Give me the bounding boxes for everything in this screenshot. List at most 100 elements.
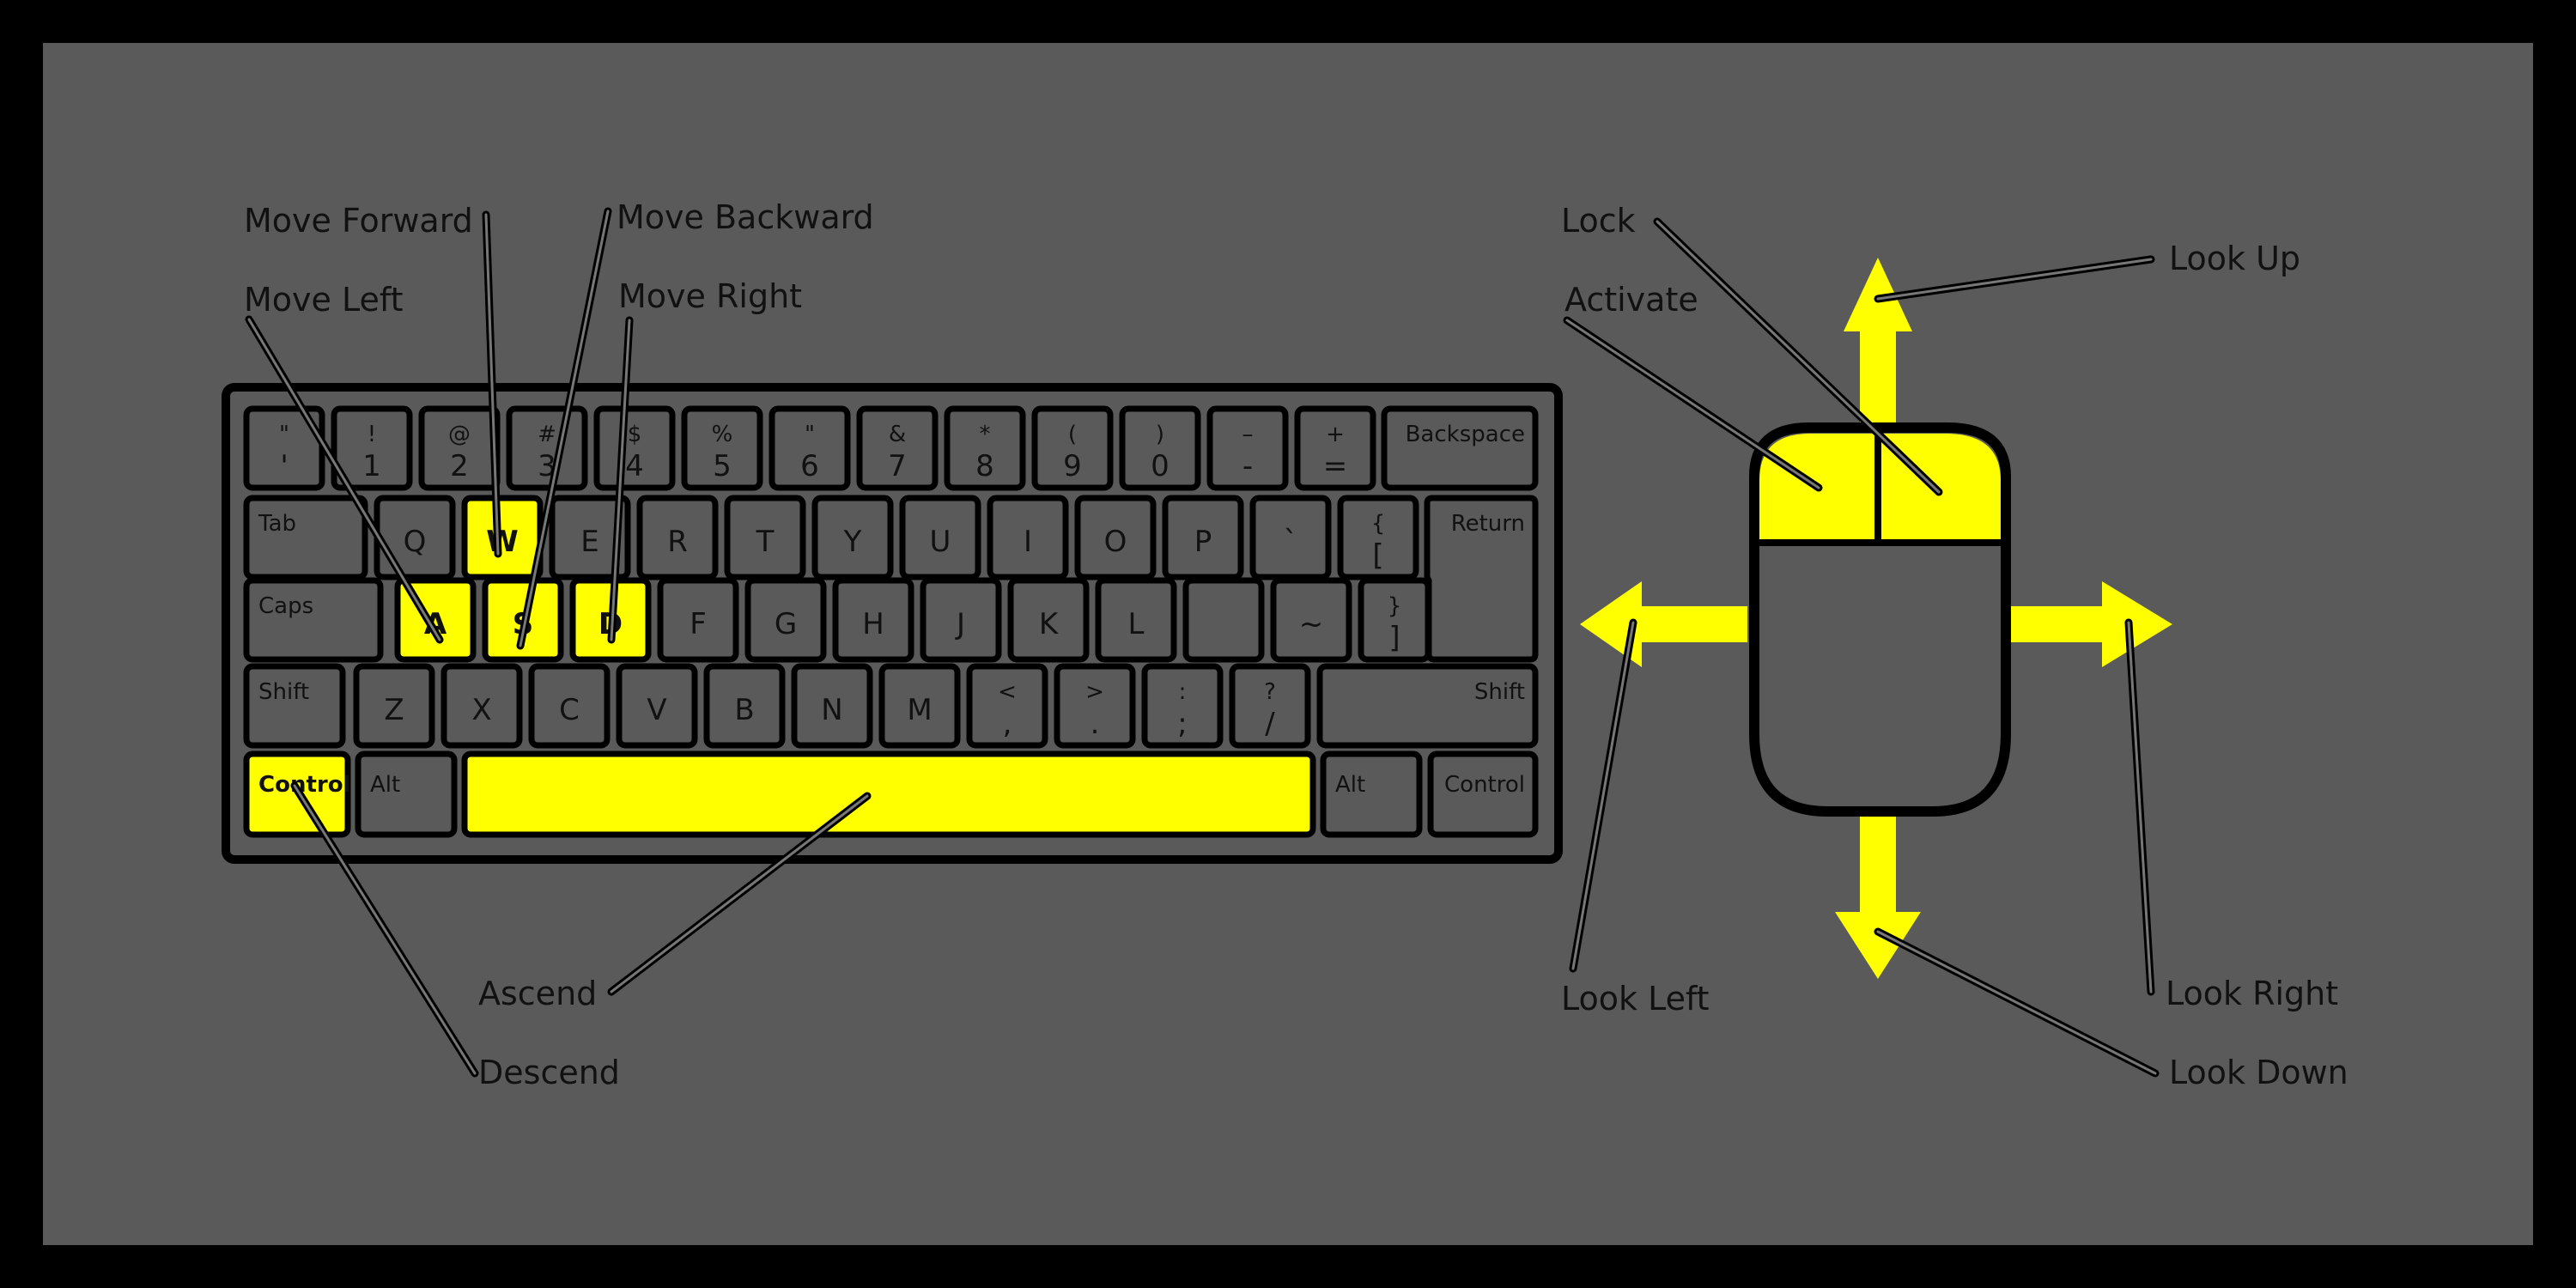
key-y: Y bbox=[811, 495, 894, 580]
svg-text:X: X bbox=[471, 693, 491, 727]
svg-text:Z: Z bbox=[384, 693, 404, 727]
svg-text:(: ( bbox=[1068, 422, 1077, 447]
svg-text:#: # bbox=[538, 422, 556, 447]
svg-text:E: E bbox=[580, 525, 598, 559]
label-ascend: Ascend bbox=[478, 975, 597, 1012]
svg-text:L: L bbox=[1128, 607, 1145, 641]
label-move-left: Move Left bbox=[244, 281, 403, 319]
svg-text:7: 7 bbox=[888, 449, 907, 483]
key-0: )0 bbox=[1119, 405, 1201, 491]
key-k: K bbox=[1007, 577, 1090, 663]
svg-text:J: J bbox=[955, 607, 965, 641]
key-alt: Alt bbox=[355, 750, 458, 838]
svg-text:P: P bbox=[1194, 525, 1212, 559]
svg-text:M: M bbox=[907, 693, 932, 727]
key-m: M bbox=[878, 663, 961, 749]
svg-text:8: 8 bbox=[975, 449, 994, 483]
svg-text:2: 2 bbox=[450, 449, 469, 483]
svg-text:V: V bbox=[647, 693, 666, 727]
key-3: #3 bbox=[506, 405, 588, 491]
arrow-down-icon bbox=[1835, 816, 1921, 979]
key-u: U bbox=[899, 495, 981, 580]
label-look-right: Look Right bbox=[2166, 975, 2338, 1012]
key-sym3-11: ?/ bbox=[1229, 663, 1311, 749]
svg-text:%: % bbox=[712, 422, 733, 447]
svg-text:Control: Control bbox=[1444, 772, 1525, 798]
svg-text:0: 0 bbox=[1151, 449, 1170, 483]
svg-text:F: F bbox=[690, 607, 707, 641]
label-move-backward: Move Backward bbox=[617, 198, 874, 236]
svg-text:[: [ bbox=[1372, 538, 1383, 573]
svg-text:+: + bbox=[1326, 422, 1345, 447]
key-c: C bbox=[528, 663, 611, 749]
svg-text:C: C bbox=[559, 693, 580, 727]
key-sym3-10: :; bbox=[1141, 663, 1224, 749]
svg-text:G: G bbox=[775, 607, 797, 641]
svg-text:": " bbox=[805, 422, 815, 447]
key-sym3-8: <, bbox=[966, 663, 1048, 749]
svg-text:9: 9 bbox=[1063, 449, 1082, 483]
label-look-down: Look Down bbox=[2169, 1054, 2348, 1091]
svg-text:I: I bbox=[1024, 525, 1032, 559]
svg-text:=: = bbox=[1323, 449, 1348, 483]
svg-text:`: ` bbox=[1284, 525, 1298, 559]
svg-text:6: 6 bbox=[800, 449, 819, 483]
svg-text:-: - bbox=[1242, 449, 1253, 483]
key-sym0-12: += bbox=[1294, 405, 1376, 491]
key-alt: Alt bbox=[1320, 750, 1423, 838]
svg-text:Y: Y bbox=[843, 525, 862, 559]
key-n: N bbox=[791, 663, 873, 749]
key-e: E bbox=[549, 495, 631, 580]
key-4: $4 bbox=[593, 405, 676, 491]
svg-text:W: W bbox=[486, 525, 519, 559]
key-q: Q bbox=[374, 495, 456, 580]
key-space bbox=[461, 750, 1316, 838]
key-h: H bbox=[832, 577, 914, 663]
svg-text:Shift: Shift bbox=[258, 679, 309, 705]
label-move-right: Move Right bbox=[618, 277, 802, 315]
svg-text:;: ; bbox=[1177, 707, 1187, 741]
key-p: P bbox=[1162, 495, 1244, 580]
svg-text:Return: Return bbox=[1451, 511, 1525, 537]
label-look-up: Look Up bbox=[2169, 240, 2300, 277]
label-descend: Descend bbox=[478, 1054, 620, 1091]
svg-text:): ) bbox=[1156, 422, 1164, 447]
key-l: L bbox=[1095, 577, 1177, 663]
svg-text:@: @ bbox=[448, 422, 471, 447]
svg-text:Tab: Tab bbox=[258, 511, 296, 537]
key-return: Return bbox=[1424, 495, 1539, 663]
arrow-right-icon bbox=[2005, 581, 2172, 667]
svg-text:O: O bbox=[1104, 525, 1127, 559]
svg-text:Shift: Shift bbox=[1474, 679, 1525, 705]
key-7: &7 bbox=[856, 405, 939, 491]
svg-text:U: U bbox=[930, 525, 951, 559]
key-backspace: Backspace bbox=[1381, 405, 1539, 491]
key-r: R bbox=[636, 495, 719, 580]
svg-text:,: , bbox=[1003, 707, 1012, 741]
svg-text:Caps: Caps bbox=[258, 593, 313, 619]
key-5: %5 bbox=[681, 405, 763, 491]
svg-text:K: K bbox=[1039, 607, 1060, 641]
key-sym2-11: ~ bbox=[1270, 577, 1352, 663]
key-z: Z bbox=[353, 663, 435, 749]
svg-text:Backspace: Backspace bbox=[1406, 422, 1525, 447]
svg-text:/: / bbox=[1265, 707, 1275, 741]
svg-text:>: > bbox=[1085, 679, 1104, 705]
svg-text:1: 1 bbox=[362, 449, 381, 483]
svg-text:4: 4 bbox=[625, 449, 644, 483]
key-j: J bbox=[920, 577, 1002, 663]
key-i: I bbox=[987, 495, 1069, 580]
svg-text:?: ? bbox=[1264, 679, 1276, 705]
svg-text:B: B bbox=[734, 693, 754, 727]
key-v: V bbox=[616, 663, 698, 749]
key-sym2-12: }] bbox=[1358, 577, 1431, 663]
svg-text::: : bbox=[1179, 679, 1187, 705]
key-shift: Shift bbox=[243, 663, 346, 749]
svg-text:5: 5 bbox=[713, 449, 732, 483]
svg-text:.: . bbox=[1091, 707, 1100, 741]
key-f: F bbox=[657, 577, 739, 663]
key-g: G bbox=[744, 577, 827, 663]
svg-text:Alt: Alt bbox=[370, 772, 400, 798]
key-sym1-12: {[ bbox=[1337, 495, 1419, 580]
